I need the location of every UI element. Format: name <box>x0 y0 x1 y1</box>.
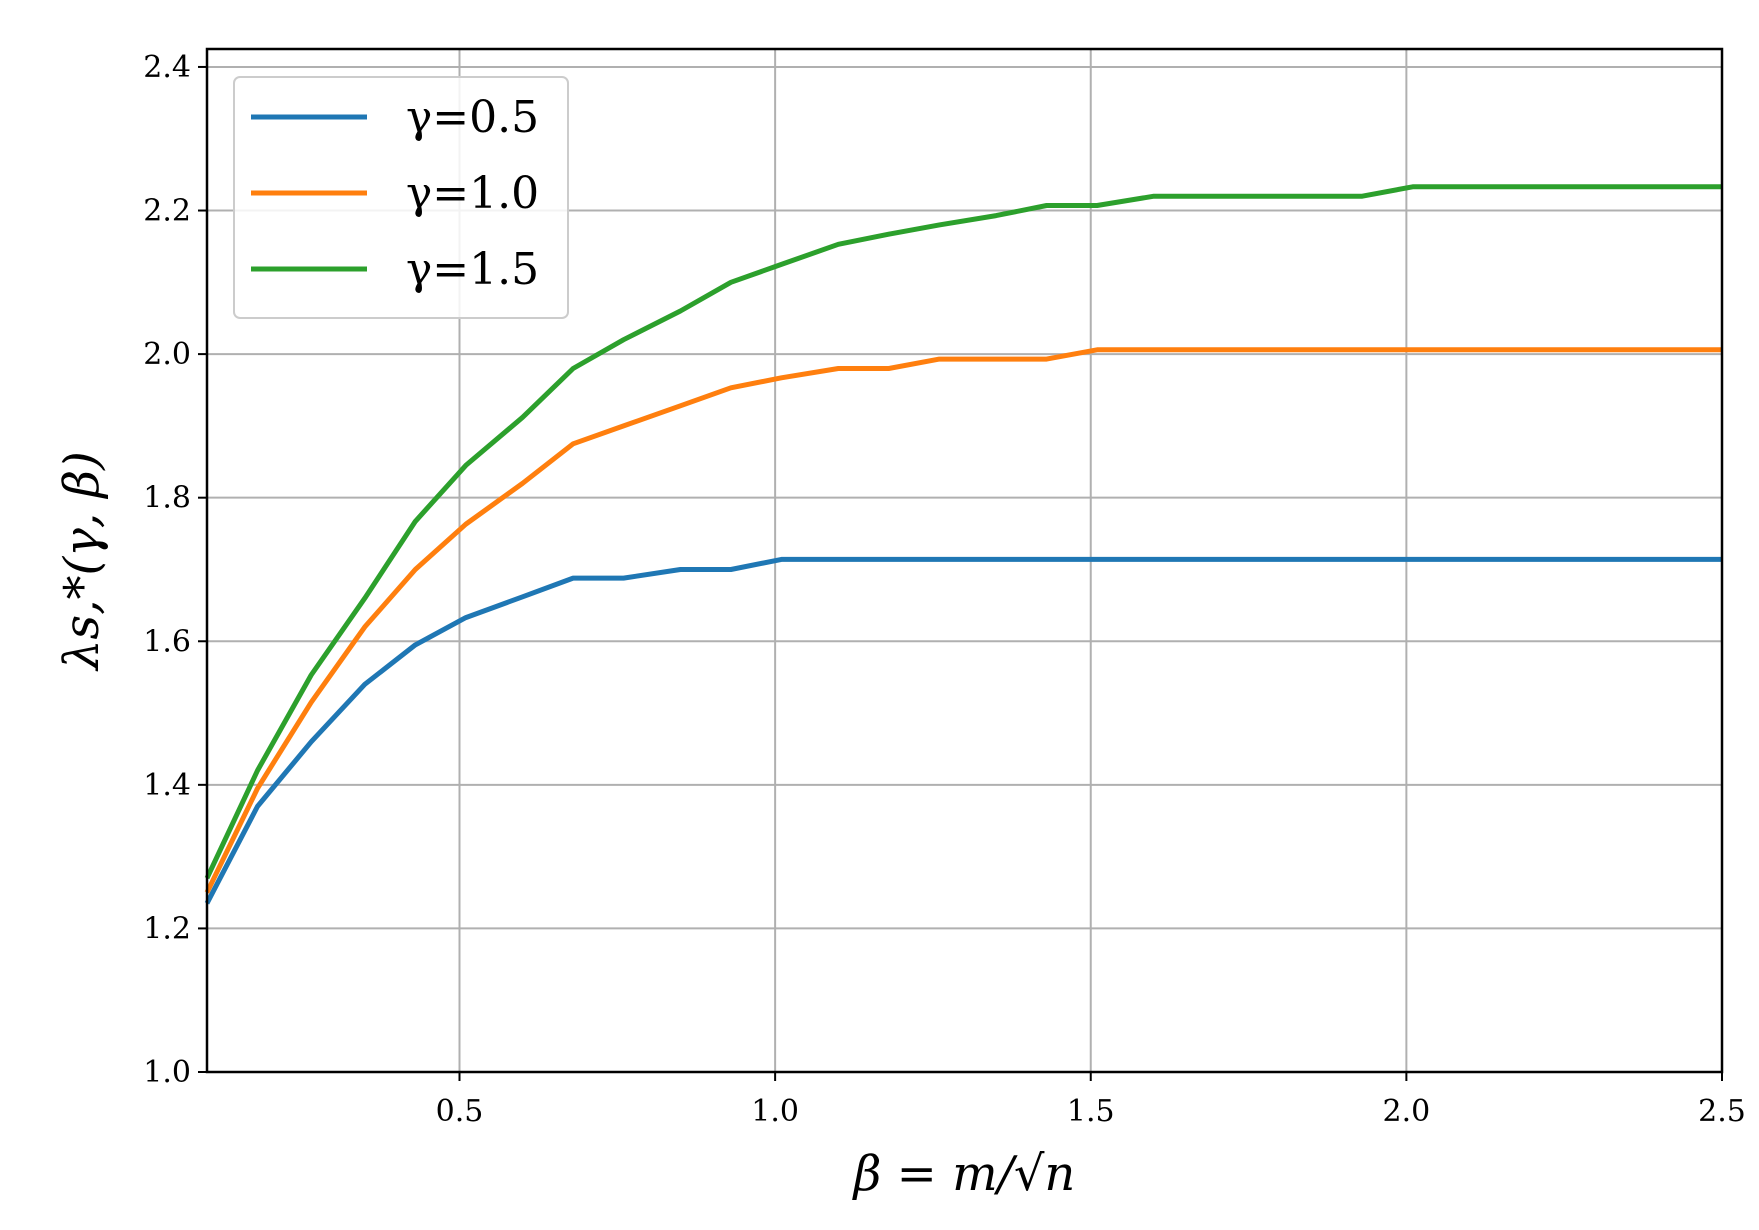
y-axis-label: λs,*(γ, β) <box>54 451 110 672</box>
series-line-3 <box>204 184 1722 880</box>
y-tick-label: 1.4 <box>143 768 191 803</box>
y-tick-label: 2.0 <box>143 337 191 372</box>
x-axis: 0.5 1.0 1.5 2.0 2.5 <box>436 1072 1746 1129</box>
x-tick-label: 1.0 <box>751 1094 799 1129</box>
x-axis-label: β = m/√n <box>852 1146 1076 1202</box>
y-tick-label: 2.4 <box>143 50 191 85</box>
y-axis: 1.0 1.2 1.4 1.6 1.8 2.0 2.2 2.4 <box>143 50 207 1090</box>
legend-label-1: γ=0.5 <box>406 92 539 143</box>
series-line-2 <box>204 347 1722 894</box>
x-tick-label: 1.5 <box>1067 1094 1115 1129</box>
legend-label-3: γ=1.5 <box>406 244 539 295</box>
plot-frame <box>205 47 1724 1074</box>
y-tick-label: 2.2 <box>143 194 191 229</box>
x-tick-label: 2.5 <box>1698 1094 1746 1129</box>
grid <box>207 49 1722 1072</box>
y-tick-label: 1.2 <box>143 911 191 946</box>
legend-label-2: γ=1.0 <box>406 168 539 219</box>
series-line-1 <box>204 556 1722 905</box>
legend-box <box>233 76 569 319</box>
x-tick-label: 2.0 <box>1383 1094 1431 1129</box>
x-tick-label: 0.5 <box>436 1094 484 1129</box>
y-tick-label: 1.8 <box>143 481 191 516</box>
y-tick-label: 1.0 <box>143 1055 191 1090</box>
series-layer <box>204 184 1722 905</box>
legend: γ=0.5 γ=1.0 γ=1.5 <box>233 76 569 319</box>
y-tick-label: 1.6 <box>143 624 191 659</box>
